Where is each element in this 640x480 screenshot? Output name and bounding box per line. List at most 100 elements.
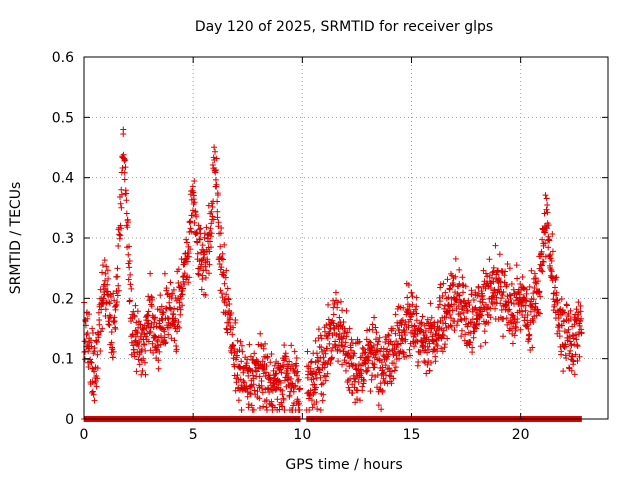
data-point (552, 276, 559, 283)
data-point (465, 299, 472, 306)
data-point (198, 286, 205, 293)
data-point (370, 342, 377, 349)
data-point (213, 181, 220, 188)
data-point (108, 293, 115, 300)
data-point (175, 318, 182, 325)
data-point (146, 330, 153, 337)
data-point (392, 364, 399, 371)
data-point (147, 270, 154, 277)
data-point (364, 327, 371, 334)
data-point (381, 369, 388, 376)
data-point (340, 348, 347, 355)
data-point (365, 364, 372, 371)
data-point (93, 383, 100, 390)
data-point (432, 358, 439, 365)
data-point (131, 313, 138, 320)
data-point (114, 265, 121, 272)
data-point (542, 192, 549, 199)
data-point (479, 296, 486, 303)
data-point (542, 229, 549, 236)
data-point (199, 272, 206, 279)
data-point (141, 359, 148, 366)
data-point (185, 279, 192, 286)
data-point (426, 340, 433, 347)
data-point (540, 258, 547, 265)
data-point (496, 251, 503, 258)
data-point (130, 342, 137, 349)
data-point (405, 324, 412, 331)
data-point (268, 351, 275, 358)
data-point (118, 204, 125, 211)
data-point (468, 319, 475, 326)
data-point (218, 255, 225, 262)
data-point (459, 274, 466, 281)
data-point (439, 331, 446, 338)
data-point (156, 348, 163, 355)
data-point (513, 262, 520, 269)
data-point (509, 330, 516, 337)
data-point (114, 298, 121, 305)
data-point (290, 388, 297, 395)
data-point (551, 284, 558, 291)
data-point (209, 203, 216, 210)
data-point (152, 314, 159, 321)
data-point (517, 281, 524, 288)
data-point (87, 356, 94, 363)
data-point (223, 302, 230, 309)
x-tick-label: 15 (403, 427, 421, 443)
data-point (90, 391, 97, 398)
data-point (348, 336, 355, 343)
x-tick-label: 5 (189, 427, 198, 443)
data-point (95, 331, 102, 338)
data-point (284, 370, 291, 377)
data-point (251, 387, 258, 394)
data-point (189, 183, 196, 190)
data-point (506, 306, 513, 313)
data-point (152, 333, 159, 340)
data-point (376, 334, 383, 341)
data-point (161, 270, 168, 277)
data-point (138, 346, 145, 353)
data-point (439, 292, 446, 299)
data-point (89, 378, 96, 385)
data-point (542, 240, 549, 247)
data-point (380, 352, 387, 359)
data-point (163, 285, 170, 292)
data-point (250, 381, 257, 388)
data-point (318, 381, 325, 388)
data-point (165, 331, 172, 338)
data-point (142, 371, 149, 378)
data-point (364, 367, 371, 374)
data-point (104, 267, 111, 274)
data-point (187, 218, 194, 225)
data-point (142, 347, 149, 354)
data-point (260, 403, 267, 410)
data-point (458, 327, 465, 334)
data-point (100, 301, 107, 308)
data-point (506, 292, 513, 299)
data-point (555, 315, 562, 322)
data-point (341, 343, 348, 350)
data-point (354, 395, 361, 402)
data-point (143, 312, 150, 319)
data-point (117, 232, 124, 239)
data-point (577, 303, 584, 310)
data-point (88, 359, 95, 366)
data-point (523, 286, 530, 293)
data-point (306, 406, 313, 413)
data-point (185, 253, 192, 260)
data-point (331, 300, 338, 307)
data-point (315, 326, 322, 333)
data-point (578, 315, 585, 322)
data-point (208, 208, 215, 215)
data-point (134, 308, 141, 315)
data-point (99, 262, 106, 269)
data-point (545, 244, 552, 251)
data-point (572, 331, 579, 338)
data-point (388, 380, 395, 387)
data-point (225, 319, 232, 326)
data-point (280, 396, 287, 403)
data-point (202, 274, 209, 281)
data-point (513, 324, 520, 331)
